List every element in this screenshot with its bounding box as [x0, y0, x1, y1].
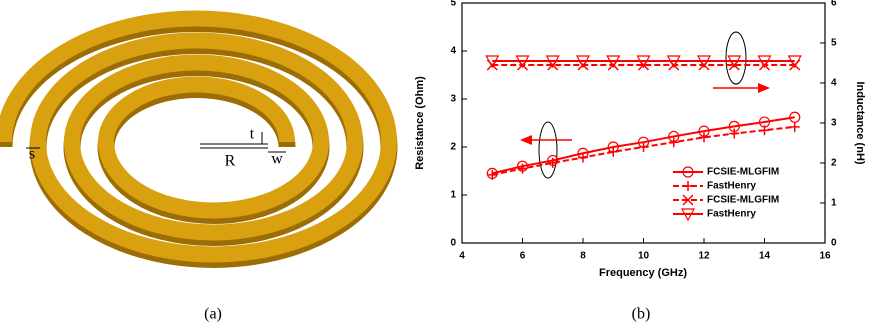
legend-label: FCSIE-MLGFIM — [707, 167, 779, 178]
y-tick-label: 1 — [450, 190, 456, 201]
y-tick-label: 2 — [450, 142, 456, 153]
annotation-arrowhead — [520, 135, 532, 145]
y-tick-label: 5 — [450, 0, 456, 9]
y2-tick-label: 0 — [831, 238, 837, 249]
label-r: R — [225, 153, 236, 170]
x-tick-label: 6 — [520, 251, 526, 262]
annotation-ellipse — [539, 122, 557, 178]
page: s t R w (a) (b) Frequency (GHz) Resistan… — [0, 0, 869, 326]
y2-tick-label: 3 — [831, 118, 837, 129]
annotation-arrowhead — [758, 83, 770, 93]
x-tick-label: 4 — [459, 251, 465, 262]
legend-label: FastHenry — [707, 181, 756, 192]
y2-tick-label: 6 — [831, 0, 837, 9]
marker — [760, 125, 770, 135]
y2-axis-label: Inductance (nH) — [854, 81, 866, 164]
y-axis-label: Resistance (Ohm) — [414, 76, 426, 170]
label-s: s — [29, 146, 35, 163]
marker — [669, 137, 679, 147]
x-tick-label: 14 — [759, 251, 771, 262]
caption: (a) — [204, 306, 222, 323]
figure: s t R w (a) (b) Frequency (GHz) Resistan… — [0, 0, 869, 326]
y-tick-label: 3 — [450, 94, 456, 105]
legend-label: FastHenry — [707, 209, 756, 220]
y2-tick-label: 2 — [831, 158, 837, 169]
label-t: t — [250, 126, 255, 143]
y-tick-label: 0 — [450, 238, 456, 249]
y2-tick-label: 4 — [831, 78, 837, 89]
spiral-drawing — [4, 19, 389, 260]
y2-tick-label: 5 — [831, 38, 837, 49]
marker — [790, 122, 800, 132]
x-tick-label: 16 — [819, 251, 831, 262]
label-w: w — [271, 151, 283, 168]
x-tick-label: 12 — [698, 251, 710, 262]
x-tick-label: 8 — [580, 251, 586, 262]
marker — [487, 170, 497, 180]
y2-tick-label: 1 — [831, 198, 837, 209]
caption: (b) — [632, 306, 651, 323]
legend-label: FCSIE-MLGFIM — [707, 195, 779, 206]
x-tick-label: 10 — [638, 251, 650, 262]
x-axis-label: Frequency (GHz) — [599, 267, 687, 279]
y-tick-label: 4 — [450, 46, 456, 57]
